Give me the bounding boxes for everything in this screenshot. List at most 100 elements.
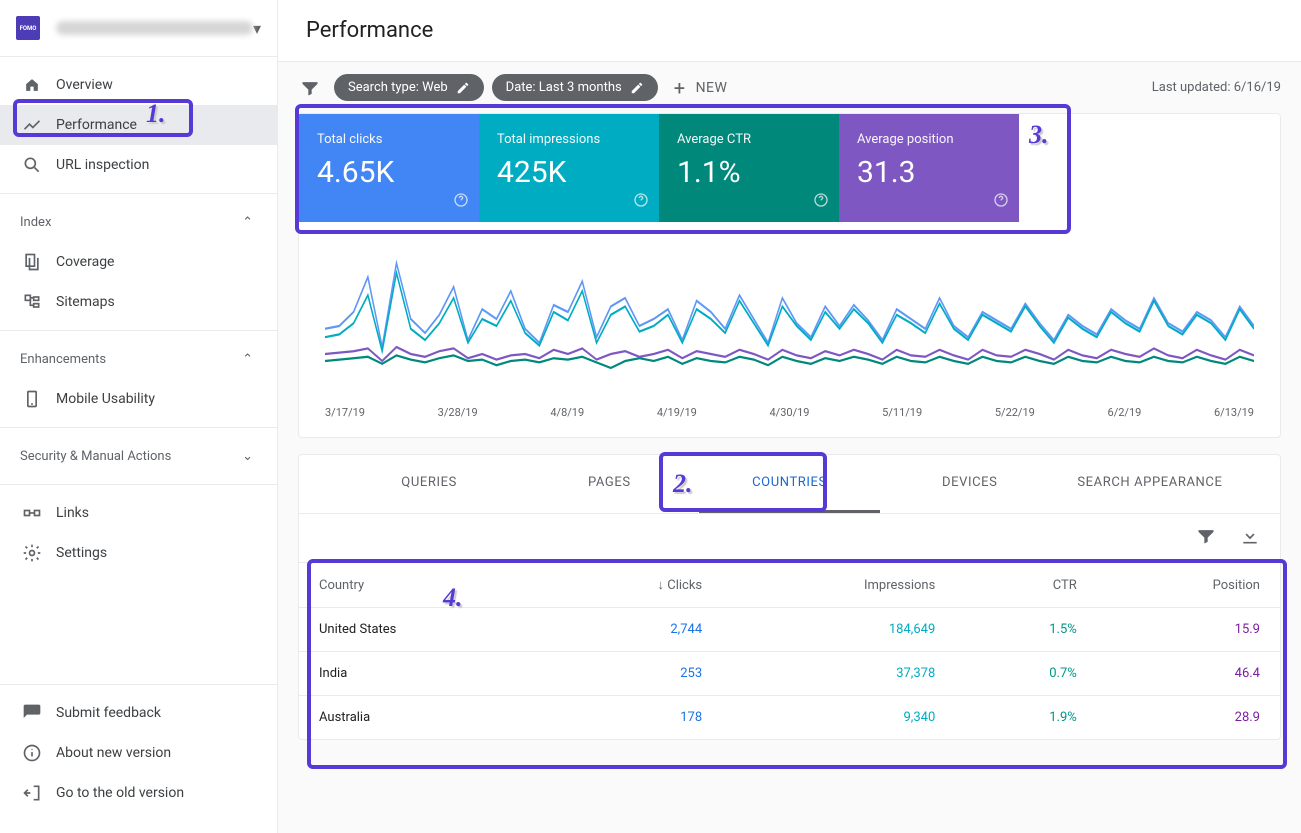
table-row[interactable]: Australia1789,3401.9%28.9 bbox=[299, 696, 1280, 740]
metric-card[interactable]: Average position 31.3 bbox=[839, 114, 1019, 222]
tab-queries[interactable]: QUERIES bbox=[339, 455, 519, 513]
sidebar-item-label: Submit feedback bbox=[56, 705, 161, 721]
sidebar-item-old-version[interactable]: Go to the old version bbox=[0, 773, 277, 813]
help-icon[interactable] bbox=[453, 192, 469, 212]
table-cell: India bbox=[299, 652, 545, 696]
table-header[interactable]: ↓ Clicks bbox=[545, 563, 722, 608]
download-icon[interactable] bbox=[1240, 526, 1260, 550]
filter-icon[interactable] bbox=[298, 78, 322, 98]
sidebar-item-label: Sitemaps bbox=[56, 294, 115, 310]
sidebar-item-label: Mobile Usability bbox=[56, 391, 155, 407]
property-label bbox=[56, 21, 253, 35]
sidebar-item-label: Settings bbox=[56, 545, 107, 561]
annotation-label: 4. bbox=[443, 583, 463, 613]
sidebar-item-mobile-usability[interactable]: Mobile Usability bbox=[0, 379, 277, 419]
help-icon[interactable] bbox=[993, 192, 1009, 212]
section-heading-index[interactable]: Index ⌃ bbox=[0, 202, 277, 242]
dropdown-icon: ▾ bbox=[253, 19, 261, 38]
edit-icon bbox=[456, 81, 470, 95]
chevron-up-icon: ⌃ bbox=[242, 215, 253, 230]
table-cell: 2,744 bbox=[545, 608, 722, 652]
table-cell: 0.7% bbox=[955, 652, 1097, 696]
table-row[interactable]: India25337,3780.7%46.4 bbox=[299, 652, 1280, 696]
new-filter-button[interactable]: + NEW bbox=[674, 76, 728, 100]
plus-icon: + bbox=[674, 76, 686, 100]
chevron-down-icon: ⌄ bbox=[242, 449, 253, 464]
sidebar-item-label: Coverage bbox=[56, 254, 114, 270]
table-header[interactable]: CTR bbox=[955, 563, 1097, 608]
help-icon[interactable] bbox=[813, 192, 829, 212]
sidebar-item-links[interactable]: Links bbox=[0, 493, 277, 533]
sidebar-item-about[interactable]: About new version bbox=[0, 733, 277, 773]
table-cell: 37,378 bbox=[722, 652, 955, 696]
sidebar-item-overview[interactable]: Overview bbox=[0, 65, 277, 105]
annotation-label: 3. bbox=[1029, 120, 1049, 150]
x-axis-label: 6/2/19 bbox=[1108, 406, 1142, 419]
metric-card[interactable]: Total clicks 4.65K bbox=[299, 114, 479, 222]
home-icon bbox=[20, 73, 44, 97]
tab-search-appearance[interactable]: SEARCH APPEARANCE bbox=[1060, 455, 1240, 513]
chevron-up-icon: ⌃ bbox=[242, 352, 253, 367]
sidebar-item-label: Performance bbox=[56, 117, 137, 133]
document-icon bbox=[20, 250, 44, 274]
mobile-icon bbox=[20, 387, 44, 411]
sidebar-item-sitemaps[interactable]: Sitemaps bbox=[0, 282, 277, 322]
tabs: QUERIESPAGESCOUNTRIESDEVICESSEARCH APPEA… bbox=[299, 455, 1280, 514]
sidebar-item-label: URL inspection bbox=[56, 157, 149, 173]
section-heading-enhancements[interactable]: Enhancements ⌃ bbox=[0, 339, 277, 379]
sidebar-item-label: Go to the old version bbox=[56, 785, 184, 801]
table-cell: Australia bbox=[299, 696, 545, 740]
sidebar-item-performance[interactable]: Performance bbox=[0, 105, 277, 145]
tab-countries[interactable]: COUNTRIES bbox=[699, 455, 879, 513]
sort-arrow-icon: ↓ bbox=[658, 578, 665, 593]
property-selector[interactable]: FOMO ▾ bbox=[0, 0, 277, 56]
metric-card[interactable]: Total impressions 425K bbox=[479, 114, 659, 222]
sidebar-item-settings[interactable]: Settings bbox=[0, 533, 277, 573]
info-icon bbox=[20, 741, 44, 765]
metric-value: 31.3 bbox=[857, 155, 1001, 190]
chart-icon bbox=[20, 113, 44, 137]
gear-icon bbox=[20, 541, 44, 565]
table-header[interactable]: Impressions bbox=[722, 563, 955, 608]
annotation-label: 2. bbox=[673, 469, 693, 499]
x-axis-label: 6/13/19 bbox=[1214, 406, 1254, 419]
property-icon: FOMO bbox=[16, 16, 40, 40]
table-filter-icon[interactable] bbox=[1196, 526, 1216, 550]
table-cell: 46.4 bbox=[1097, 652, 1280, 696]
x-axis-label: 3/17/19 bbox=[325, 406, 365, 419]
x-axis-label: 4/30/19 bbox=[770, 406, 810, 419]
x-axis-label: 4/8/19 bbox=[550, 406, 584, 419]
exit-icon bbox=[20, 781, 44, 805]
table-cell: 253 bbox=[545, 652, 722, 696]
table-header[interactable]: Position bbox=[1097, 563, 1280, 608]
sidebar-item-label: About new version bbox=[56, 745, 171, 761]
search-icon bbox=[20, 153, 44, 177]
table-cell: 178 bbox=[545, 696, 722, 740]
table-header[interactable]: Country bbox=[299, 563, 545, 608]
x-axis-label: 5/11/19 bbox=[882, 406, 922, 419]
x-axis-label: 3/28/19 bbox=[438, 406, 478, 419]
filter-chip-date[interactable]: Date: Last 3 months bbox=[492, 74, 658, 101]
table-cell: 1.9% bbox=[955, 696, 1097, 740]
sidebar-item-label: Overview bbox=[56, 77, 113, 93]
table-cell: 15.9 bbox=[1097, 608, 1280, 652]
x-axis-label: 4/19/19 bbox=[657, 406, 697, 419]
metric-label: Total impressions bbox=[497, 132, 641, 147]
metric-value: 4.65K bbox=[317, 155, 461, 190]
filter-chip-search-type[interactable]: Search type: Web bbox=[334, 74, 484, 101]
table-row[interactable]: United States2,744184,6491.5%15.9 bbox=[299, 608, 1280, 652]
table-cell: 9,340 bbox=[722, 696, 955, 740]
help-icon[interactable] bbox=[633, 192, 649, 212]
metric-label: Average CTR bbox=[677, 132, 821, 147]
metric-label: Average position bbox=[857, 132, 1001, 147]
sidebar-item-url-inspection[interactable]: URL inspection bbox=[0, 145, 277, 185]
sitemap-icon bbox=[20, 290, 44, 314]
metric-card[interactable]: Average CTR 1.1% bbox=[659, 114, 839, 222]
section-heading-security[interactable]: Security & Manual Actions ⌄ bbox=[0, 436, 277, 476]
tab-devices[interactable]: DEVICES bbox=[880, 455, 1060, 513]
sidebar-item-coverage[interactable]: Coverage bbox=[0, 242, 277, 282]
x-axis-label: 5/22/19 bbox=[995, 406, 1035, 419]
sidebar-item-feedback[interactable]: Submit feedback bbox=[0, 693, 277, 733]
performance-chart bbox=[325, 242, 1254, 382]
edit-icon bbox=[630, 81, 644, 95]
